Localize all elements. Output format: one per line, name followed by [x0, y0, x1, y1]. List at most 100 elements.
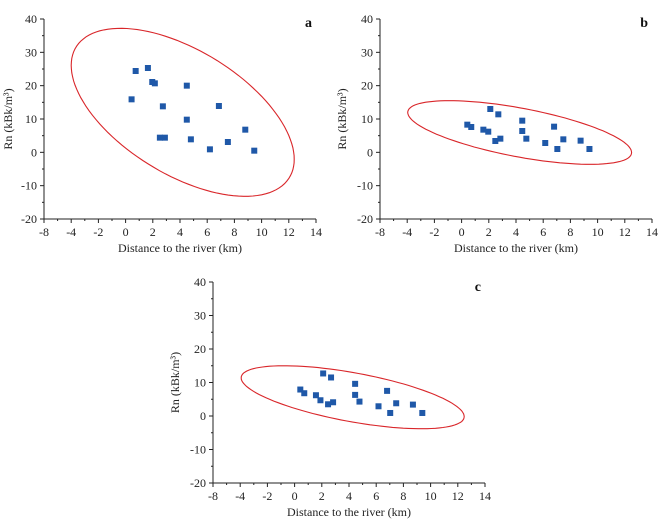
y-axis-title: Rn (kBk/m³) [168, 352, 182, 413]
data-point [468, 124, 475, 130]
data-point [187, 136, 194, 143]
data-point [356, 398, 363, 405]
data-point [301, 390, 308, 397]
y-tick-label: -10 [357, 179, 373, 193]
data-point [183, 116, 190, 123]
data-point [325, 401, 332, 408]
x-axis-title: Distance to the river (km) [118, 241, 242, 255]
data-point [487, 106, 494, 112]
data-point [393, 400, 400, 407]
data-point [297, 386, 304, 393]
data-point [159, 103, 166, 110]
x-tick-label: 0 [459, 225, 465, 239]
x-tick-label: 8 [567, 225, 573, 239]
data-point [519, 117, 526, 124]
panel-b: -8 -4 -2 0 2 4 6 8 10 12 14-20-10010203040Distance… [335, 12, 658, 255]
x-tick-label: 2 [486, 225, 492, 239]
panel-label: a [305, 16, 312, 31]
data-point [151, 80, 158, 87]
x-tick-label: 8 [231, 225, 237, 239]
data-point [183, 82, 190, 89]
data-point [128, 96, 135, 103]
data-point [206, 146, 213, 153]
x-tick-label: 0 [123, 225, 129, 239]
y-tick-label: 10 [194, 376, 206, 390]
x-tick-label: -4 [235, 489, 245, 503]
panel-label: c [475, 280, 481, 295]
data-point [352, 391, 359, 398]
confidence-ellipse [70, 27, 295, 197]
x-tick-label: 4 [346, 489, 352, 503]
x-tick-label: 10 [592, 225, 604, 239]
data-point [554, 146, 561, 152]
data-point [161, 134, 168, 141]
y-tick-label: -10 [21, 179, 37, 193]
data-point [384, 387, 391, 394]
data-point [215, 103, 222, 109]
y-tick-label: -10 [190, 443, 206, 457]
data-point [586, 146, 593, 152]
data-point [519, 128, 526, 134]
confidence-ellipse [407, 100, 633, 165]
y-tick-label: 0 [31, 145, 37, 159]
x-tick-label: 8 [400, 489, 406, 503]
x-tick-label: 2 [150, 225, 156, 239]
x-tick-label: -8 [39, 225, 49, 239]
data-point [485, 128, 492, 135]
x-tick-label: 4 [177, 225, 183, 239]
y-tick-label: 0 [367, 145, 373, 159]
y-tick-label: 20 [25, 79, 37, 93]
y-tick-label: -20 [21, 212, 37, 226]
x-tick-label: 12 [619, 225, 631, 239]
data-point [352, 380, 359, 387]
y-tick-label: 0 [200, 409, 206, 423]
data-point [328, 374, 335, 381]
x-tick-label: -4 [66, 225, 76, 239]
y-tick-label: 30 [361, 45, 373, 59]
x-tick-label: -4 [402, 225, 412, 239]
panel-c: -8 -4 -2 0 2 4 6 8 10 12 14-20-10010203040Distance… [168, 275, 491, 519]
x-tick-label: 14 [310, 225, 322, 239]
data-point [312, 392, 319, 399]
y-tick-label: 20 [361, 79, 373, 93]
y-tick-label: 10 [361, 112, 373, 126]
y-tick-label: 40 [194, 275, 206, 289]
y-tick-label: 30 [194, 309, 206, 323]
x-tick-label: -2 [262, 489, 272, 503]
x-tick-label: -8 [375, 225, 385, 239]
data-point [560, 136, 567, 143]
y-tick-label: 40 [25, 12, 37, 26]
x-axis-title: Distance to the river (km) [454, 241, 578, 255]
y-tick-label: 10 [25, 112, 37, 126]
data-point [480, 126, 487, 133]
x-axis-title: Distance to the river (km) [287, 505, 411, 519]
y-axis-title: Rn (kBk/m³) [1, 88, 15, 149]
data-point [317, 397, 324, 404]
y-axis-title: Rn (kBk/m³) [335, 88, 349, 149]
y-tick-label: 20 [194, 342, 206, 356]
x-tick-label: -8 [208, 489, 218, 503]
data-point [577, 137, 584, 144]
data-point [464, 121, 471, 128]
data-point [523, 135, 530, 142]
data-point [375, 403, 382, 410]
x-tick-label: -2 [93, 225, 103, 239]
x-tick-label: 10 [425, 489, 437, 503]
x-tick-label: 6 [204, 225, 210, 239]
data-point [156, 134, 163, 141]
y-tick-label: 30 [25, 45, 37, 59]
confidence-ellipse [240, 365, 465, 430]
data-point [242, 126, 249, 133]
data-point [251, 147, 258, 154]
x-tick-label: 10 [256, 225, 268, 239]
data-point [132, 68, 139, 74]
data-point [497, 135, 504, 142]
x-tick-label: -2 [429, 225, 439, 239]
x-tick-label: 6 [373, 489, 379, 503]
x-tick-label: 12 [452, 489, 464, 503]
panel-a: -8 -4 -2 0 2 4 6 8 10 12 14-20-10010203040Distance… [1, 12, 322, 255]
x-tick-label: 12 [283, 225, 295, 239]
data-point [409, 401, 416, 408]
y-tick-label: -20 [190, 476, 206, 490]
